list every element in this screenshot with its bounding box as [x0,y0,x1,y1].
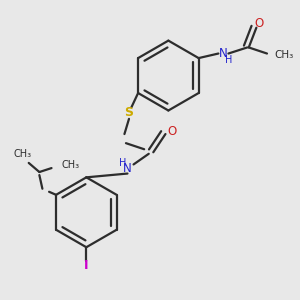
Text: CH₃: CH₃ [14,149,32,159]
Text: H: H [225,55,232,65]
Text: O: O [254,16,263,30]
Text: CH₃: CH₃ [61,160,80,170]
Text: S: S [124,106,134,119]
Text: CH₃: CH₃ [274,50,294,60]
Text: H: H [119,158,127,168]
Text: O: O [167,124,176,137]
Text: I: I [84,259,88,272]
Text: N: N [219,47,227,60]
Text: N: N [123,163,132,176]
